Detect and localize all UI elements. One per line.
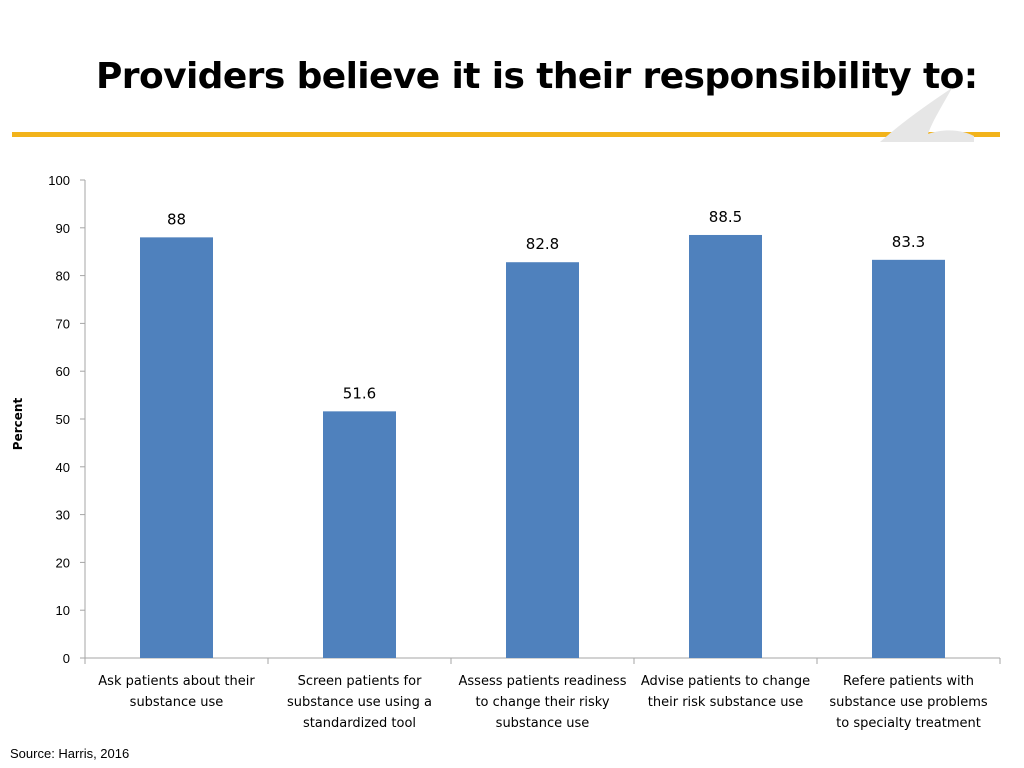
data-label: 88.5 xyxy=(709,208,742,226)
y-tick-label: 40 xyxy=(56,460,70,475)
x-category-label-line: substance use xyxy=(496,716,590,731)
bar xyxy=(872,259,945,658)
x-category-label-line: to change their risky xyxy=(475,695,609,710)
data-label: 83.3 xyxy=(892,233,925,251)
x-category-label: Ask patients about their substance use xyxy=(98,674,255,710)
y-tick-label: 100 xyxy=(48,173,70,188)
x-category-label-line: Assess patients readiness xyxy=(459,674,627,689)
bar xyxy=(506,262,579,658)
x-category-label-line: substance use problems xyxy=(829,695,988,710)
bar xyxy=(140,237,213,659)
y-axis-title: Percent xyxy=(11,398,25,451)
y-tick-label: 80 xyxy=(56,269,70,284)
source-note: Source: Harris, 2016 xyxy=(10,746,130,761)
x-category-label-line: standardized tool xyxy=(303,716,416,731)
data-label: 88 xyxy=(167,210,186,228)
y-tick-label: 60 xyxy=(56,364,70,379)
title-underline xyxy=(12,132,1000,137)
y-tick-label: 10 xyxy=(56,603,70,618)
y-tick-label: 30 xyxy=(56,508,70,523)
x-category-label: Assess patients readiness to change their… xyxy=(459,674,627,731)
x-category-label-line: Refere patients with xyxy=(843,674,974,689)
page-title: Providers believe it is their responsibi… xyxy=(96,56,978,97)
y-tick-label: 50 xyxy=(56,412,70,427)
bar xyxy=(323,411,396,658)
x-category-label-line: Advise patients to change xyxy=(641,674,810,689)
x-category-label: Screen patients for substance use using a… xyxy=(287,674,432,731)
x-category-label-line: substance use xyxy=(130,695,224,710)
data-label: 51.6 xyxy=(343,384,376,402)
x-category-label: Refere patients with substance use proble… xyxy=(829,674,988,731)
x-category-label-line: substance use using a xyxy=(287,695,432,710)
logo-watermark-icon xyxy=(880,88,974,142)
x-category-label-line: to specialty treatment xyxy=(836,716,981,731)
y-tick-label: 0 xyxy=(63,651,70,666)
x-category-label-line: Screen patients for xyxy=(298,674,423,689)
y-tick-label: 20 xyxy=(56,555,70,570)
y-tick-label: 70 xyxy=(56,316,70,331)
y-tick-label: 90 xyxy=(56,221,70,236)
bar xyxy=(689,234,762,658)
x-category-label-line: their risk substance use xyxy=(648,695,803,710)
data-label: 82.8 xyxy=(526,235,559,253)
x-category-label-line: Ask patients about their xyxy=(98,674,255,689)
x-category-label: Advise patients to change their risk subs… xyxy=(641,674,810,710)
